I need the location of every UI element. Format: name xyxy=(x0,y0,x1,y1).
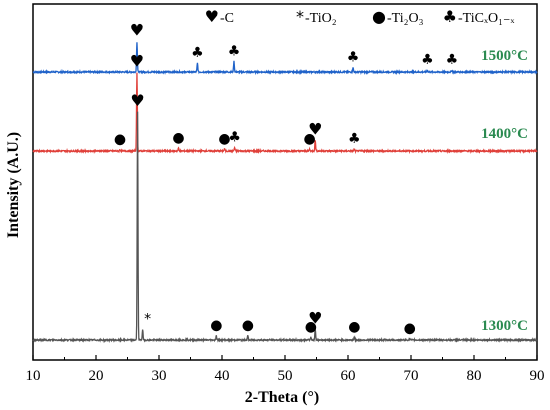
legend-label: -C xyxy=(220,11,234,26)
peak-marker: ● xyxy=(242,318,254,334)
peak-marker: ● xyxy=(172,130,184,146)
series-line-1500°C xyxy=(32,42,538,76)
series-line-1400°C xyxy=(32,72,538,155)
x-tick-label: 80 xyxy=(467,368,482,384)
legend-label: -Ti₂O₃ xyxy=(387,11,424,26)
marker-layer: ♥♣ ♣ ♣ ♣ ♣●♥● ●♣ ●♥♣♥* ● ● ●♥ ● ● xyxy=(114,21,458,337)
peak-marker: ♣ xyxy=(347,50,360,66)
plot-border xyxy=(32,3,538,361)
series-label-layer: 1500°C 1400°C 1300°C xyxy=(481,48,528,334)
peak-marker: ♣ xyxy=(348,131,361,147)
legend: ♥ -C * -TiO₂ ● -Ti₂O₃ ♣ -TiCₓO₁₋ₓ xyxy=(205,7,516,26)
peak-marker: ● xyxy=(210,318,222,334)
plot-frame xyxy=(32,3,538,361)
peak-marker: ♣ xyxy=(228,43,241,59)
series-layer xyxy=(32,42,538,344)
x-tick-label: 40 xyxy=(215,368,230,384)
series-label: 1500°C xyxy=(481,48,528,64)
legend-item: ● -Ti₂O₃ xyxy=(372,7,424,26)
peak-marker: ♣ xyxy=(446,52,459,68)
club-icon: ♣ xyxy=(443,7,457,26)
series-line-1300°C xyxy=(32,111,538,344)
legend-item: * -TiO₂ xyxy=(296,7,337,26)
peak-marker: ● xyxy=(404,321,416,337)
circle-icon: ● xyxy=(372,7,386,26)
legend-label: -TiCₓO₁₋ₓ xyxy=(458,11,515,26)
x-axis-title: 2-Theta (°) xyxy=(245,389,319,406)
heart-icon: ♥ xyxy=(205,7,219,26)
peak-marker: ♥ xyxy=(308,119,322,138)
peak-marker: ♥ xyxy=(130,91,144,110)
peak-marker: ● xyxy=(218,131,230,147)
peak-marker: ♣ xyxy=(228,129,241,145)
peak-marker: * xyxy=(144,311,151,327)
peak-marker: ♣ xyxy=(191,45,204,61)
x-tick-label: 20 xyxy=(89,368,104,384)
x-tick-label: 10 xyxy=(26,368,41,384)
asterisk-icon: * xyxy=(296,7,304,26)
peak-marker: ● xyxy=(305,319,317,335)
peak-marker: ● xyxy=(114,132,126,148)
legend-label: -TiO₂ xyxy=(305,11,337,26)
peak-marker: ♣ xyxy=(421,52,434,68)
legend-item: ♥ -C xyxy=(205,7,234,26)
x-axis-ticks: 10 20 30 40 50 60 70 80 90 xyxy=(26,355,545,384)
series-label: 1400°C xyxy=(481,126,528,142)
x-tick-label: 90 xyxy=(530,368,545,384)
peak-marker: ♥ xyxy=(130,52,144,71)
legend-item: ♣ -TiCₓO₁₋ₓ xyxy=(443,7,516,26)
y-axis-title: Intensity (A.U.) xyxy=(5,132,22,238)
peak-marker: ♥ xyxy=(130,21,144,40)
x-tick-label: 60 xyxy=(341,368,356,384)
x-tick-label: 50 xyxy=(278,368,293,384)
peak-marker: ♥ xyxy=(308,308,322,327)
x-tick-label: 70 xyxy=(404,368,419,384)
x-tick-label: 30 xyxy=(152,368,167,384)
peak-marker: ● xyxy=(303,131,315,147)
peak-marker: ● xyxy=(348,319,360,335)
series-label: 1300°C xyxy=(481,318,528,334)
